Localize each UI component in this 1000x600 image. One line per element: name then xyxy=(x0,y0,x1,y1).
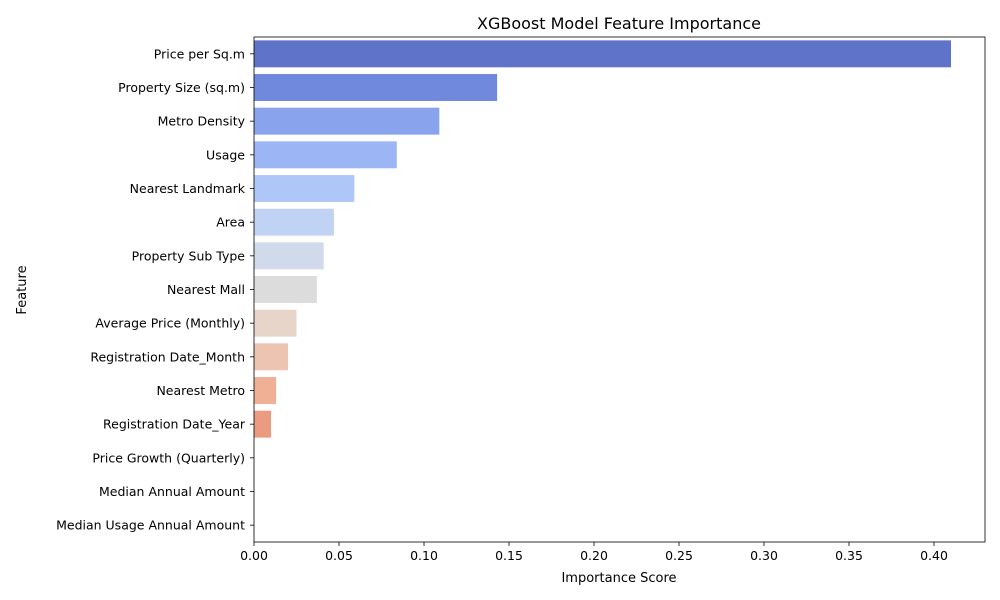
y-axis-label: Feature xyxy=(15,265,30,314)
bar-property-size-sq-m xyxy=(254,74,498,101)
y-tick-label-area: Area xyxy=(216,215,245,230)
x-tick-label: 0.25 xyxy=(665,548,693,563)
y-tick-label-metro-density: Metro Density xyxy=(158,114,246,129)
x-tick-label: 0.00 xyxy=(240,548,268,563)
bar-average-price-monthly xyxy=(254,309,297,337)
x-tick-label: 0.40 xyxy=(920,548,948,563)
y-tick-label-registration-date-month: Registration Date_Month xyxy=(90,349,245,364)
bar-nearest-landmark xyxy=(254,175,355,202)
bar-nearest-mall xyxy=(254,276,317,303)
bar-area xyxy=(254,208,334,236)
bar-nearest-metro xyxy=(254,377,277,404)
bar-registration-date-month xyxy=(254,343,288,371)
bar-price-per-sq-m xyxy=(254,40,951,68)
plot-frame xyxy=(253,36,986,543)
y-tick-label-property-size-sq-m: Property Size (sq.m) xyxy=(118,80,245,95)
x-axis-ticks: 0.00 0.05 0.10 0.15 0.20 0.25 0.30 0.35 0.40 xyxy=(240,542,948,563)
x-tick-label: 0.10 xyxy=(410,548,438,563)
y-tick-label-price-per-sq-m: Price per Sq.m xyxy=(154,46,245,61)
y-tick-label-usage: Usage xyxy=(206,147,245,162)
bar-usage xyxy=(254,141,397,169)
y-axis-ticks: Price per Sq.m Property Size (sq.m) Metro … xyxy=(56,46,254,533)
bar-metro-density xyxy=(254,107,440,135)
y-tick-label-median-usage-annual-amount: Median Usage Annual Amount xyxy=(56,518,245,533)
y-tick-label-price-growth-quarterly: Price Growth (Quarterly) xyxy=(92,450,245,465)
x-tick-label: 0.05 xyxy=(325,548,353,563)
x-tick-label: 0.30 xyxy=(750,548,778,563)
bar-property-sub-type xyxy=(254,242,324,270)
bar-registration-date-year xyxy=(254,410,271,438)
y-tick-label-median-annual-amount: Median Annual Amount xyxy=(99,484,245,499)
y-tick-label-registration-date-year: Registration Date_Year xyxy=(103,417,246,432)
x-axis-label: Importance Score xyxy=(561,571,676,586)
x-tick-label: 0.15 xyxy=(495,548,523,563)
y-tick-label-nearest-metro: Nearest Metro xyxy=(156,383,245,398)
x-tick-label: 0.35 xyxy=(835,548,863,563)
chart-title: XGBoost Model Feature Importance xyxy=(477,14,761,33)
y-tick-label-nearest-mall: Nearest Mall xyxy=(167,282,245,297)
y-tick-label-nearest-landmark: Nearest Landmark xyxy=(130,181,246,196)
y-tick-label-property-sub-type: Property Sub Type xyxy=(132,248,246,263)
x-tick-label: 0.20 xyxy=(580,548,608,563)
bars-group xyxy=(254,40,951,438)
y-tick-label-average-price-monthly: Average Price (Monthly) xyxy=(95,316,245,331)
